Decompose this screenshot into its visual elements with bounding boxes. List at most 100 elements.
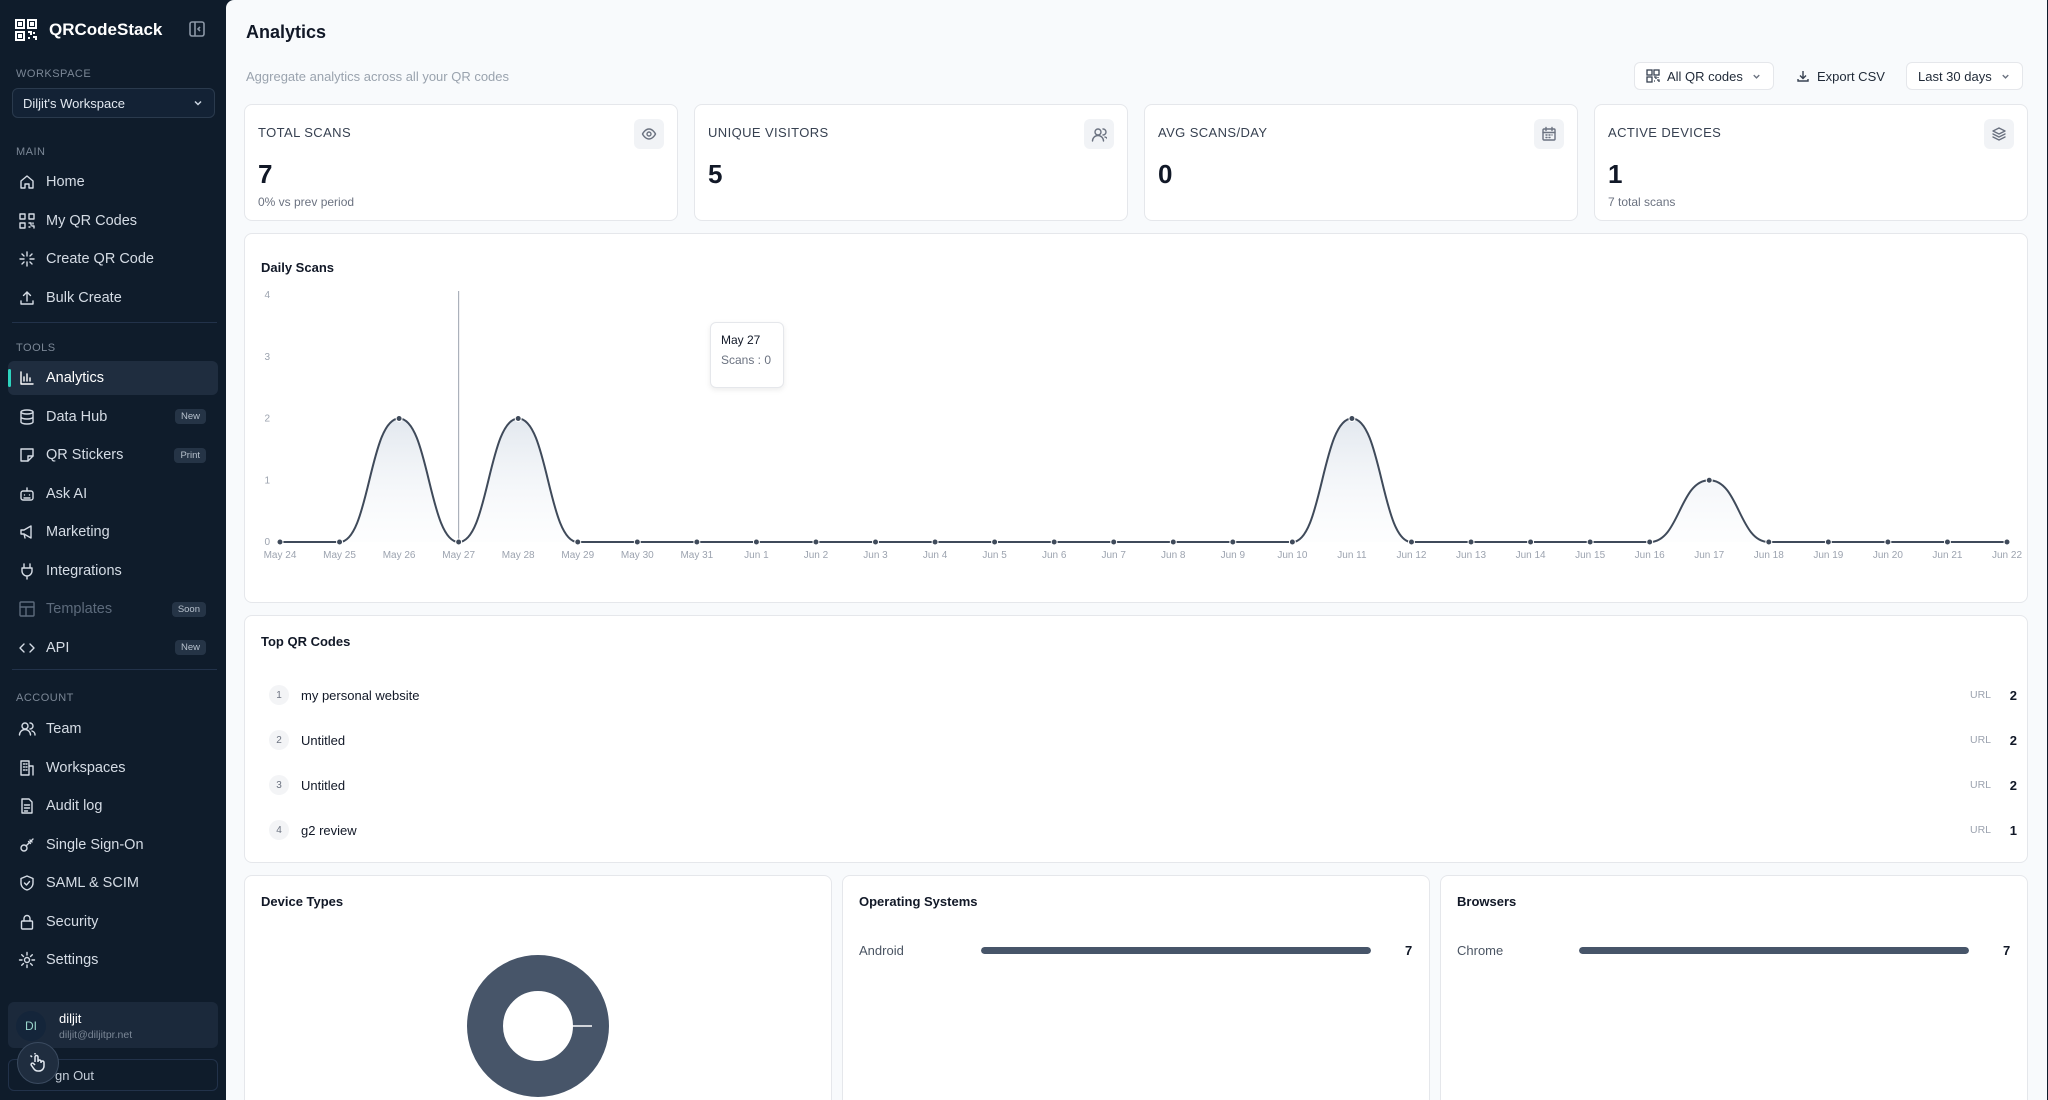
x-tick-label: Jun 18	[1754, 550, 1784, 561]
upload-icon	[20, 290, 34, 305]
sidebar-item-badge: Soon	[171, 601, 206, 617]
sidebar-item-label: Workspaces	[46, 759, 126, 776]
sign-out-label: gn Out	[55, 1067, 95, 1083]
daily-scans-title: Daily Scans	[261, 260, 334, 275]
top-qr-row[interactable]: 3 Untitled URL 2	[269, 774, 2017, 796]
device-types-card: Device Types	[244, 875, 832, 1100]
qr-type: URL	[1969, 824, 1991, 836]
workspace-select-value: Diljit's Workspace	[23, 95, 125, 111]
x-tick-label: May 26	[383, 550, 416, 561]
page-subtitle: Aggregate analytics across all your QR c…	[246, 69, 510, 84]
x-tick-label: May 29	[561, 550, 594, 561]
sidebar-item-label: Templates	[46, 601, 113, 617]
data-point	[1348, 415, 1356, 422]
qr-filter-value: All QR codes	[1667, 68, 1743, 84]
rank-badge: 1	[269, 685, 289, 705]
date-range-select[interactable]: Last 30 days	[1906, 62, 2023, 90]
os-bar-fill	[981, 946, 1371, 954]
page-title: Analytics	[246, 22, 327, 42]
data-point	[812, 538, 820, 546]
sidebar-item-single-sign-on[interactable]: Single Sign-On	[8, 828, 218, 862]
operating-systems-title: Operating Systems	[859, 894, 978, 909]
sidebar-item-workspaces[interactable]: Workspaces	[8, 751, 218, 785]
sidebar-item-home[interactable]: Home	[8, 165, 218, 199]
sidebar-item-security[interactable]: Security	[8, 905, 218, 939]
x-tick-label: Jun 11	[1337, 550, 1367, 561]
data-point	[276, 538, 284, 546]
user-name: diljit	[59, 1011, 82, 1026]
data-point	[1705, 476, 1713, 484]
sidebar-item-audit-log[interactable]: Audit log	[8, 789, 218, 823]
users-icon	[1091, 128, 1107, 142]
x-tick-label: May 31	[680, 550, 713, 561]
y-tick-label: 1	[264, 475, 270, 486]
workspace-label: WORKSPACE	[16, 68, 92, 80]
data-point	[1110, 538, 1118, 546]
sticker-icon	[20, 448, 34, 462]
top-qr-row[interactable]: 4 g2 review URL 1	[269, 819, 2017, 841]
qr-type: URL	[1969, 734, 1991, 746]
brand-name: QRCodeStack	[49, 20, 163, 39]
data-point	[633, 538, 641, 546]
browsers-title: Browsers	[1457, 894, 1517, 909]
sidebar-item-marketing[interactable]: Marketing	[8, 515, 218, 549]
sidebar-item-label: Create QR Code	[46, 251, 154, 267]
sidebar-item-qr-stickers[interactable]: QR Stickers Print	[8, 438, 218, 472]
sidebar-item-ask-ai[interactable]: Ask AI	[8, 477, 218, 511]
sidebar-item-create-qr-code[interactable]: Create QR Code	[8, 242, 218, 276]
stat-card-total-scans: TOTAL SCANS 7 0% vs prev period	[244, 104, 678, 221]
building-icon	[20, 759, 34, 776]
sign-out-button[interactable]: gn Out	[8, 1059, 218, 1091]
sidebar-item-data-hub[interactable]: Data Hub New	[8, 400, 218, 434]
sidebar-item-bulk-create[interactable]: Bulk Create	[8, 281, 218, 315]
sidebar-item-analytics[interactable]: Analytics	[8, 361, 218, 395]
x-tick-label: Jun 3	[863, 550, 888, 561]
sidebar-item-integrations[interactable]: Integrations	[8, 554, 218, 588]
sidebar-item-badge: New	[174, 640, 206, 655]
data-point	[1169, 538, 1177, 546]
workspace-select[interactable]: Diljit's Workspace	[12, 88, 215, 118]
y-tick-label: 0	[264, 537, 270, 548]
data-point	[872, 538, 880, 546]
sidebar-collapse-icon[interactable]	[188, 20, 206, 38]
export-csv-button[interactable]: Export CSV	[1785, 62, 1896, 90]
brand[interactable]: QRCodeStack	[14, 18, 162, 42]
qr-icon	[1646, 69, 1660, 83]
top-qr-row[interactable]: 1 my personal website URL 2	[269, 684, 2017, 706]
stat-label: UNIQUE VISITORS	[708, 125, 829, 140]
browser-bar-row: Chrome 7	[1457, 940, 2010, 960]
sidebar-item-api[interactable]: API New	[8, 631, 218, 665]
sidebar-item-saml-scim[interactable]: SAML & SCIM	[8, 866, 218, 900]
sidebar-item-label: Home	[46, 174, 85, 190]
sidebar-item-my-qr-codes[interactable]: My QR Codes	[8, 204, 218, 238]
x-tick-label: May 27	[442, 550, 475, 561]
browser-bar-fill	[1579, 946, 1969, 954]
megaphone-icon	[20, 525, 32, 539]
sidebar-item-templates[interactable]: Templates Soon	[8, 592, 218, 626]
stat-sub: 0% vs prev period	[258, 195, 355, 209]
user-card[interactable]: DI diljit diljit@diljitpr.net	[8, 1002, 218, 1048]
gear-icon	[18, 951, 36, 969]
sidebar-item-settings[interactable]: Settings	[8, 943, 218, 977]
tooltip-date: May 27	[721, 333, 761, 347]
stat-value: 5	[708, 159, 723, 189]
y-tick-label: 2	[264, 414, 270, 425]
qr-type: URL	[1969, 689, 1991, 701]
top-qr-row[interactable]: 2 Untitled URL 2	[269, 729, 2017, 751]
x-tick-label: Jun 13	[1456, 550, 1486, 561]
sidebar-item-label: Analytics	[46, 370, 105, 386]
floating-action-button[interactable]	[17, 1042, 59, 1084]
scan-count: 2	[2009, 687, 2017, 703]
qr-filter-select[interactable]: All QR codes	[1634, 62, 1774, 90]
device-types-donut	[467, 955, 609, 1097]
sidebar-item-team[interactable]: Team	[8, 712, 218, 746]
section-label-account: ACCOUNT	[16, 692, 74, 704]
x-tick-label: Jun 10	[1277, 550, 1307, 561]
hand-pointer-icon	[29, 1053, 45, 1072]
sidebar-item-label: Integrations	[46, 562, 122, 579]
top-qr-codes-card: Top QR Codes 1 my personal website URL 2 2 Un…	[244, 615, 2028, 863]
stat-card-avg-scans-day: AVG SCANS/DAY 0	[1144, 104, 1578, 221]
x-tick-label: May 28	[502, 550, 535, 561]
operating-systems-card: Operating Systems Android 7	[842, 875, 1430, 1100]
device-types-title: Device Types	[261, 894, 344, 909]
